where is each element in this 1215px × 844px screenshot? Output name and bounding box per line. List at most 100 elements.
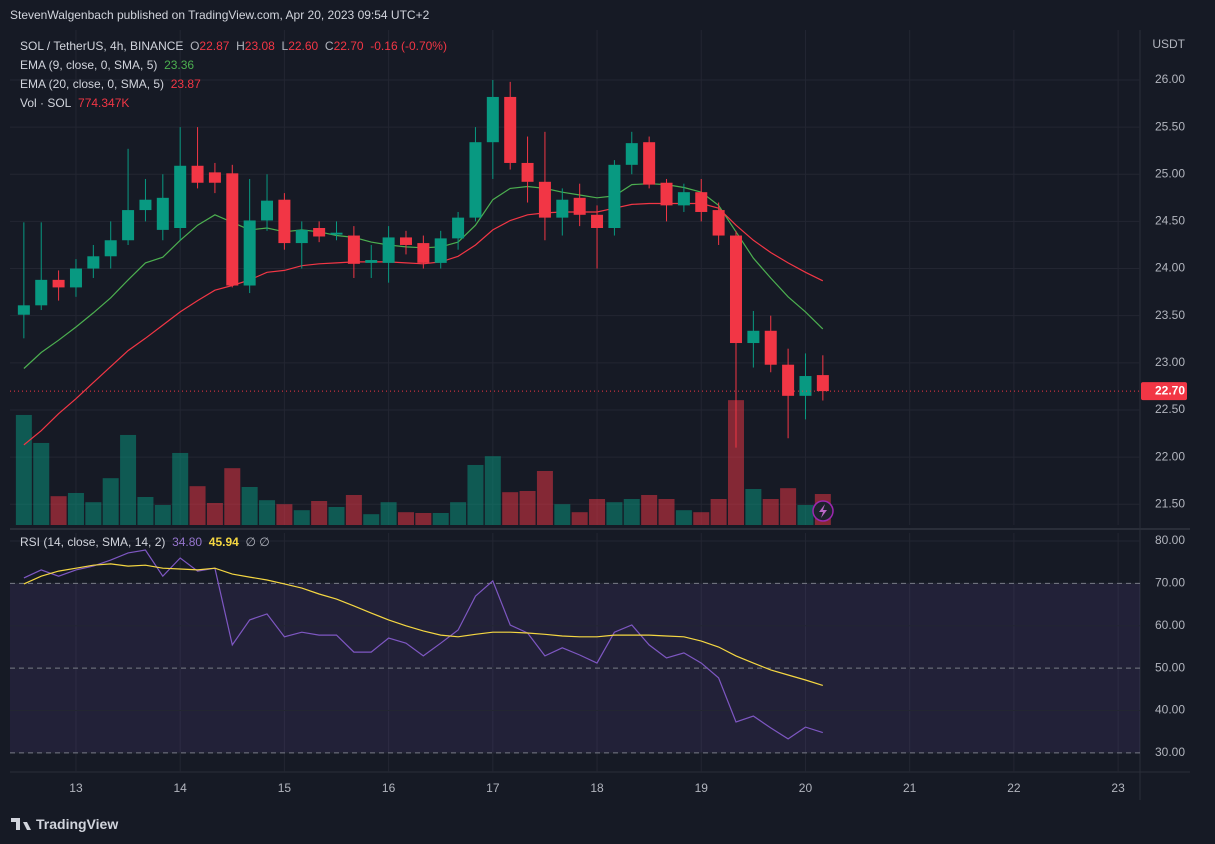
candle-body: [677, 192, 690, 206]
x-tick-label: 23: [1111, 781, 1125, 795]
volume-bar: [224, 468, 241, 525]
candle-body: [782, 364, 795, 396]
price-legend: SOL / TetherUS, 4h, BINANCE O22.87 H23.0…: [20, 37, 447, 113]
volume-bar: [189, 486, 206, 525]
legend-value: 774.347K: [78, 96, 130, 110]
ohlc-key: C: [324, 39, 334, 53]
volume-bar: [450, 502, 467, 525]
volume-bar: [397, 512, 414, 525]
last-price-label: 22.70: [1155, 383, 1185, 397]
change: -0.16 (-0.70%): [370, 39, 447, 53]
volume-bar: [641, 494, 658, 525]
legend-value: 23.36: [164, 58, 195, 72]
legend-value: 34.80: [172, 535, 203, 549]
volume-bar: [50, 496, 67, 525]
candle-body: [174, 165, 187, 228]
symbol-row: SOL / TetherUS, 4h, BINANCE O22.87 H23.0…: [20, 37, 447, 56]
volume-bar: [311, 500, 328, 525]
volume-bar: [206, 502, 223, 525]
volume-bar: [710, 498, 727, 525]
volume-bar: [345, 494, 362, 525]
candle-body: [35, 279, 48, 306]
icon-bolt: [819, 504, 827, 518]
candle-body: [747, 330, 760, 344]
candle-body: [313, 228, 326, 237]
volume-bar: [762, 498, 779, 525]
candle-body: [695, 192, 708, 212]
candle-body: [261, 200, 274, 221]
volume-bar: [467, 464, 484, 525]
legend-extra: ∅ ∅: [245, 535, 270, 549]
y-tick-label: 23.50: [1155, 308, 1185, 322]
volume-bar: [85, 502, 102, 525]
legend-row: Vol · SOL 774.347K: [20, 94, 447, 113]
brand: TradingView: [36, 816, 119, 832]
legend-value: 45.94: [208, 535, 239, 549]
volume-bar: [276, 504, 293, 525]
plot-background: [10, 30, 1140, 772]
candle-body: [87, 256, 100, 269]
layer: 13 14 15 16 17 18 19 20 21 22 23 21.50 22.00 22.50 23.…: [10, 30, 1187, 795]
volume-bar: [606, 502, 623, 525]
candle-body: [608, 164, 621, 228]
candle-body: [729, 235, 742, 344]
volume-bar: [554, 504, 571, 525]
volume-bar: [415, 512, 432, 525]
candle-body: [104, 240, 117, 257]
volume-bar: [484, 456, 501, 525]
candle-body: [538, 181, 551, 218]
y-tick-label: 25.50: [1155, 119, 1185, 133]
volume-bar: [102, 478, 119, 525]
candle-body: [243, 220, 256, 286]
x-tick-label: 16: [382, 781, 396, 795]
y-tick-label: 60.00: [1155, 618, 1185, 632]
candle-body: [573, 197, 586, 215]
candle-body: [417, 243, 430, 263]
candle-body: [208, 172, 221, 183]
x-tick-label: 13: [69, 781, 83, 795]
x-tick-label: 19: [695, 781, 709, 795]
candle-body: [139, 199, 152, 211]
candle-body: [486, 96, 499, 143]
legend-value: 23.87: [170, 77, 201, 91]
y-tick-label: 22.00: [1155, 449, 1185, 463]
volume-bar: [780, 488, 797, 525]
ohlc-value: 22.60: [288, 39, 319, 53]
volume-bar: [727, 400, 744, 525]
y-tick-label: 80.00: [1155, 533, 1185, 547]
candle-body: [521, 162, 534, 182]
candle-body: [226, 173, 239, 286]
legend-name: Vol · SOL: [20, 96, 72, 110]
volume-bar: [432, 512, 449, 525]
volume-bar: [363, 514, 380, 525]
ohlc-key: H: [236, 39, 245, 53]
volume-bar: [154, 504, 171, 525]
volume-bar: [380, 502, 397, 525]
y-tick-label: 26.00: [1155, 72, 1185, 86]
symbol: SOL / TetherUS, 4h, BINANCE: [20, 39, 184, 53]
candle-body: [625, 143, 638, 165]
rsi-title: RSI (14, close, SMA, 14, 2): [20, 535, 166, 549]
x-tick-label: 17: [486, 781, 500, 795]
candle-body: [69, 268, 82, 288]
candle-body: [504, 96, 517, 163]
volume-bar: [502, 492, 519, 525]
candle-body: [816, 375, 829, 392]
candle-body: [52, 279, 65, 288]
volume-bar: [67, 492, 84, 525]
legend-row: EMA (9, close, 0, SMA, 5) 23.36: [20, 56, 447, 75]
x-tick-label: 14: [174, 781, 188, 795]
volume-bar: [137, 496, 154, 525]
candle-body: [643, 142, 656, 185]
volume-bar: [536, 470, 553, 525]
y-tick-label: 50.00: [1155, 660, 1185, 674]
candle-body: [365, 260, 378, 263]
indicator-icon: [812, 500, 834, 522]
x-tick-label: 15: [278, 781, 292, 795]
candle-body: [469, 142, 482, 218]
candle-body: [156, 197, 169, 230]
last-price-tag: [1141, 382, 1187, 401]
rsi-legend: RSI (14, close, SMA, 14, 2) 34.80 45.94 …: [20, 533, 270, 552]
